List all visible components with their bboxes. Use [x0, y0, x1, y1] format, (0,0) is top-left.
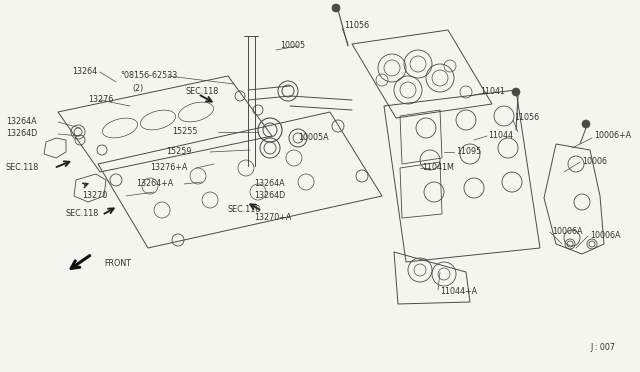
Text: SEC.118: SEC.118 — [186, 87, 220, 96]
Text: 10005A: 10005A — [298, 134, 328, 142]
Text: 11095: 11095 — [456, 148, 481, 157]
Text: SEC.118: SEC.118 — [6, 164, 39, 173]
Text: 13276+A: 13276+A — [150, 164, 188, 173]
Text: 11041M: 11041M — [422, 164, 454, 173]
Text: 11044+A: 11044+A — [440, 288, 477, 296]
Text: 13264: 13264 — [72, 67, 97, 77]
Text: FRONT: FRONT — [104, 260, 131, 269]
Circle shape — [582, 120, 590, 128]
Text: 13270: 13270 — [82, 192, 108, 201]
Text: 11044: 11044 — [488, 131, 513, 141]
Text: 10005: 10005 — [280, 42, 305, 51]
Circle shape — [332, 4, 340, 12]
Text: (2): (2) — [132, 83, 143, 93]
Text: 10006: 10006 — [582, 157, 607, 167]
Text: 15259: 15259 — [166, 148, 191, 157]
Text: °08156-62533: °08156-62533 — [120, 71, 177, 80]
Text: 10006A: 10006A — [590, 231, 621, 241]
Text: 13264A: 13264A — [254, 180, 285, 189]
Text: 13276: 13276 — [88, 96, 113, 105]
Text: 11056: 11056 — [344, 22, 369, 31]
Text: 13264D: 13264D — [254, 192, 285, 201]
Text: SEC.118: SEC.118 — [66, 209, 99, 218]
Text: 11056: 11056 — [514, 113, 539, 122]
Text: 15255: 15255 — [172, 128, 198, 137]
Text: 13264D: 13264D — [6, 129, 37, 138]
Text: 13264+A: 13264+A — [136, 180, 173, 189]
Circle shape — [512, 88, 520, 96]
Text: 11041: 11041 — [480, 87, 505, 96]
Text: J : 007: J : 007 — [590, 343, 615, 353]
Text: 13270+A: 13270+A — [254, 214, 291, 222]
Text: 10006A: 10006A — [552, 228, 582, 237]
Text: 10006+A: 10006+A — [594, 131, 631, 141]
Text: SEC.118: SEC.118 — [228, 205, 261, 215]
Text: 13264A: 13264A — [6, 118, 36, 126]
